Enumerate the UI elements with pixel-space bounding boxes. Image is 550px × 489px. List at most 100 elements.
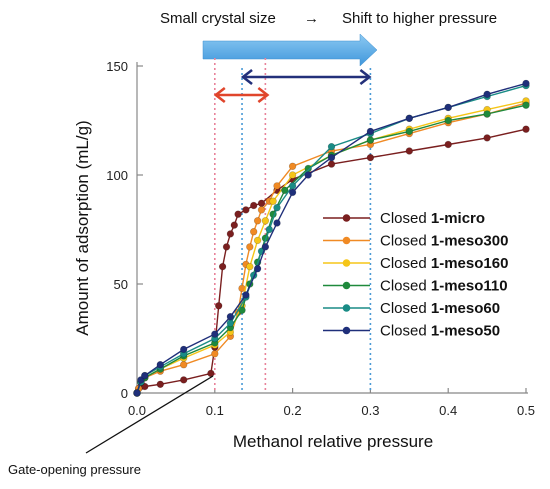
data-point	[405, 147, 413, 155]
data-point	[218, 262, 227, 271]
legend-marker	[342, 236, 351, 245]
gate-opening-label: Gate-opening pressure	[8, 462, 141, 477]
data-point	[180, 376, 188, 384]
series-1-meso50	[133, 79, 530, 397]
data-point	[250, 228, 258, 236]
data-point	[234, 210, 242, 218]
data-point	[261, 243, 270, 251]
data-point	[137, 376, 145, 384]
data-point	[288, 182, 297, 190]
y-tick-label: 150	[106, 59, 128, 74]
y-tick-label: 50	[114, 277, 128, 292]
data-point	[273, 182, 281, 190]
span-arrows	[213, 68, 372, 104]
data-point	[222, 243, 231, 251]
gate-opening-pointer-line	[85, 375, 214, 454]
y-axis-label: Amount of adsorption (mL/g)	[73, 120, 92, 335]
x-tick-label: 0.3	[361, 403, 379, 418]
data-point	[156, 380, 165, 388]
data-point	[242, 291, 250, 299]
data-point	[226, 313, 235, 321]
data-point	[261, 217, 270, 225]
legend-entry: Closed 1-meso50	[323, 323, 500, 340]
legend-entry: Closed 1-meso110	[323, 278, 508, 295]
data-point	[230, 221, 239, 229]
legend-entry: Closed 1-micro	[323, 210, 485, 227]
x-tick-label: 0.2	[284, 403, 302, 418]
y-tick-label: 100	[106, 168, 128, 183]
data-point	[211, 330, 219, 338]
data-point	[444, 116, 452, 125]
data-point	[288, 162, 297, 171]
navy-span-arrow	[240, 68, 372, 86]
data-point	[444, 103, 452, 112]
data-point	[141, 382, 149, 391]
data-point	[180, 345, 188, 354]
legend-marker	[342, 259, 351, 267]
data-point	[366, 153, 375, 162]
data-point	[281, 186, 289, 195]
data-point	[246, 262, 254, 271]
data-point	[215, 302, 223, 310]
data-point	[522, 79, 530, 88]
data-point	[405, 127, 413, 136]
data-point	[257, 199, 266, 208]
data-point	[273, 219, 281, 227]
data-point	[207, 369, 215, 378]
data-point	[273, 204, 281, 212]
x-tick-label: 0.1	[206, 403, 224, 418]
legend-label: Closed 1-meso50	[380, 323, 500, 340]
data-point	[133, 389, 141, 397]
data-point	[156, 361, 165, 369]
data-point	[211, 350, 219, 358]
annotation-arrow-glyph: →	[304, 10, 319, 27]
data-point	[327, 153, 336, 162]
data-point	[269, 197, 277, 205]
data-point	[253, 265, 262, 273]
data-point	[304, 171, 312, 179]
data-point	[366, 127, 375, 136]
data-point	[288, 188, 297, 197]
legend-marker	[342, 304, 351, 312]
data-point	[265, 225, 273, 234]
data-point	[246, 243, 254, 251]
data-point	[242, 206, 250, 214]
data-point	[522, 125, 530, 133]
data-point	[253, 217, 262, 225]
data-point	[444, 140, 452, 149]
legend: Closed 1-micro Closed 1-meso300 Closed 1-m…	[323, 210, 508, 340]
data-point	[180, 361, 188, 369]
series-layer	[133, 79, 530, 397]
legend-entry: Closed 1-meso300	[323, 233, 508, 250]
data-point	[327, 143, 336, 151]
legend-marker	[342, 214, 351, 222]
legend-entry: Closed 1-meso160	[323, 255, 508, 272]
data-point	[483, 90, 491, 99]
red-span-arrow	[213, 86, 270, 104]
data-point	[253, 236, 262, 245]
guide-lines	[214, 58, 372, 393]
data-point	[483, 134, 491, 142]
data-point	[405, 114, 413, 123]
data-point	[327, 160, 336, 168]
data-point	[226, 319, 235, 327]
data-point	[141, 371, 149, 380]
data-point	[250, 201, 258, 210]
legend-marker	[342, 281, 351, 290]
x-axis-label: Methanol relative pressure	[233, 432, 433, 451]
y-tick-label: 0	[121, 386, 128, 401]
legend-entry: Closed 1-meso60	[323, 300, 500, 317]
data-point	[288, 171, 297, 179]
legend-label: Closed 1-meso300	[380, 233, 508, 250]
data-point	[226, 230, 235, 238]
legend-label: Closed 1-micro	[380, 210, 485, 227]
annotation-shift-to-higher-pressure: Shift to higher pressure	[342, 10, 497, 27]
legend-label: Closed 1-meso160	[380, 255, 508, 272]
legend-label: Closed 1-meso110	[380, 278, 508, 295]
big-blue-arrow	[202, 33, 378, 67]
data-point	[366, 136, 375, 144]
x-tick-label: 0.5	[517, 403, 535, 418]
data-point	[483, 110, 491, 118]
x-tick-label: 0.4	[439, 403, 457, 418]
